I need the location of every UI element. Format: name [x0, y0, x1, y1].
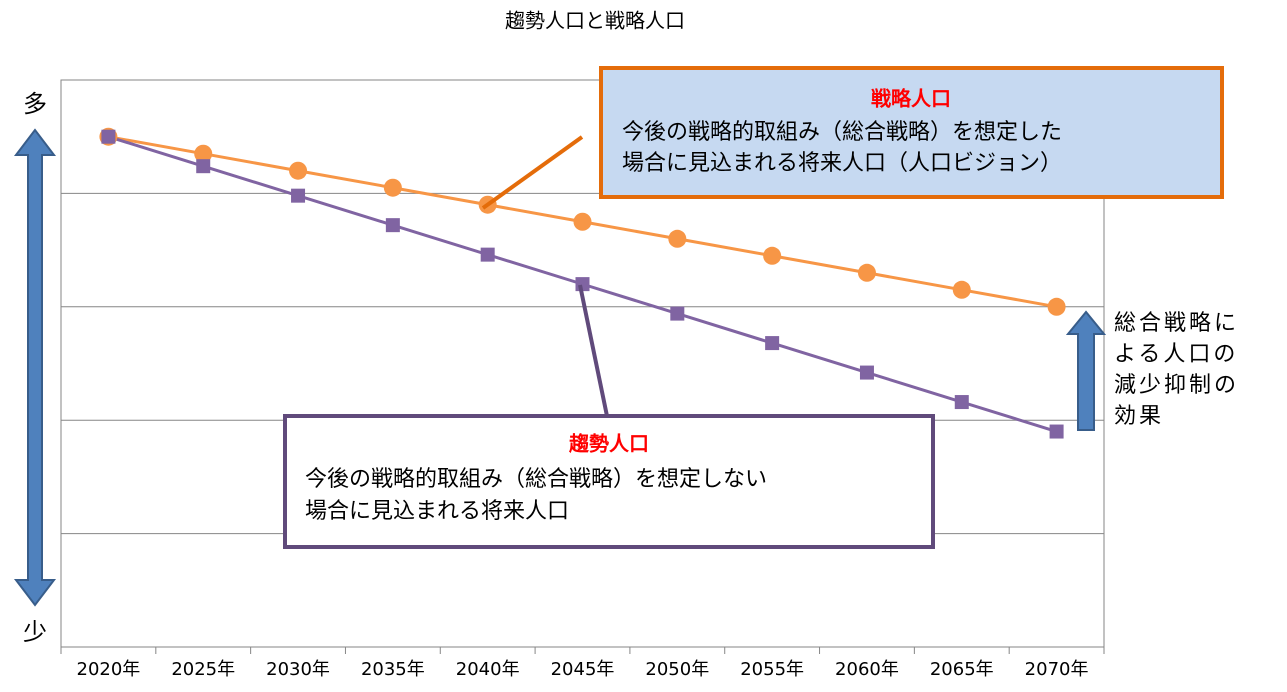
marker — [859, 365, 874, 380]
effect-text: 総合戦略に — [1114, 311, 1239, 336]
y-top-label: 多 — [23, 90, 47, 118]
marker — [480, 247, 495, 262]
scale-arrow — [13, 128, 57, 607]
x-tick-label: 2035年 — [361, 659, 425, 680]
marker — [291, 188, 306, 203]
marker — [383, 178, 402, 197]
callout-text: 今後の戦略的取組み（総合戦略）を想定しない — [305, 467, 767, 492]
marker — [101, 129, 116, 144]
marker — [952, 280, 971, 299]
x-tick-label: 2020年 — [77, 659, 141, 680]
callout-title: 戦略人口 — [871, 87, 951, 111]
effect-text: 効果 — [1114, 404, 1164, 429]
callout-text: 場合に見込まれる将来人口（人口ビジョン） — [622, 151, 1062, 176]
x-tick-label: 2070年 — [1025, 659, 1089, 680]
x-tick-label: 2045年 — [551, 659, 615, 680]
callout-pointer — [578, 284, 609, 417]
marker — [763, 246, 782, 265]
effect-arrow — [1065, 310, 1107, 431]
marker — [670, 306, 685, 321]
callout-box — [283, 414, 935, 549]
callout-box — [599, 66, 1224, 199]
x-tick-label: 2055年 — [740, 659, 804, 680]
callout-title: 趨勢人口 — [568, 432, 649, 456]
marker — [954, 395, 969, 410]
x-tick-label: 2030年 — [266, 659, 330, 680]
callout-text: 今後の戦略的取組み（総合戦略）を想定した — [622, 120, 1062, 145]
marker — [385, 218, 400, 233]
marker — [1049, 424, 1064, 439]
marker — [668, 229, 687, 248]
x-tick-label: 2050年 — [645, 659, 709, 680]
plot — [99, 127, 1066, 439]
callout-pointer — [481, 135, 584, 210]
marker — [765, 336, 780, 351]
chart-title: 趨勢人口と戦略人口 — [505, 9, 685, 33]
x-tick-label: 2065年 — [930, 659, 994, 680]
x-tick-label: 2040年 — [456, 659, 520, 680]
y-bottom-label: 少 — [23, 618, 47, 646]
marker — [857, 263, 876, 282]
callout-text: 場合に見込まれる将来人口 — [305, 499, 569, 524]
marker — [196, 159, 211, 174]
marker — [1047, 297, 1066, 316]
marker — [573, 212, 592, 231]
x-tick-label: 2060年 — [835, 659, 899, 680]
marker — [194, 144, 213, 163]
effect-text: 減少抑制の — [1114, 373, 1239, 398]
marker — [289, 161, 308, 180]
effect-text: よる人口の — [1114, 342, 1238, 367]
x-tick-label: 2025年 — [171, 659, 235, 680]
